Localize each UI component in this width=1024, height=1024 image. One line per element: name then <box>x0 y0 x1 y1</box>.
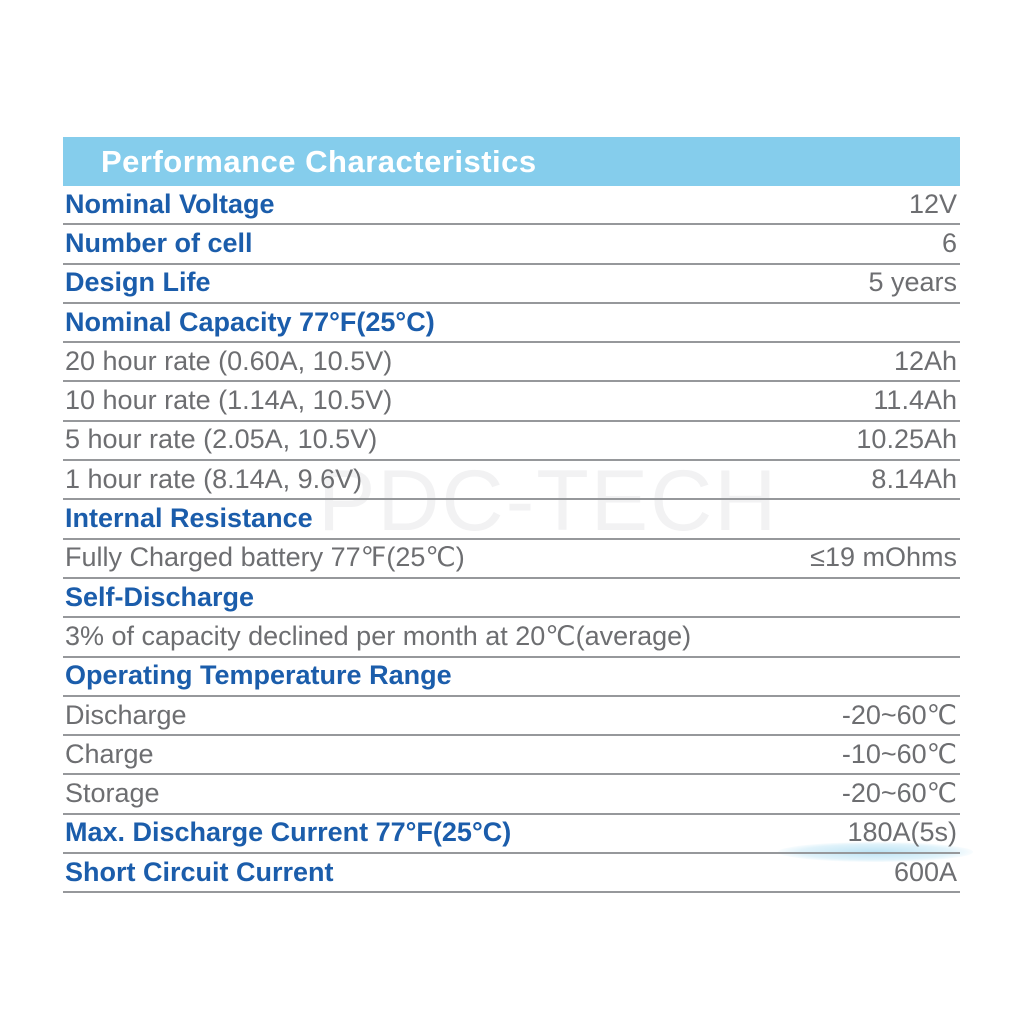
row-label: Number of cell <box>65 227 253 258</box>
table-row: Storage -20~60℃ <box>63 775 960 815</box>
row-label: Design Life <box>65 267 211 298</box>
table-row: Discharge -20~60℃ <box>63 697 960 737</box>
row-value: 10.25Ah <box>856 424 957 455</box>
row-value: ≤19 mOhms <box>810 542 957 573</box>
row-value: -20~60℃ <box>841 699 957 730</box>
row-label: Self-Discharge <box>65 581 255 612</box>
table-row: Operating Temperature Range <box>63 658 960 697</box>
row-value: 12Ah <box>893 345 957 376</box>
table-title: Performance Characteristics <box>63 137 960 186</box>
row-label: 1 hour rate (8.14A, 9.6V) <box>65 463 363 494</box>
row-label: 20 hour rate (0.60A, 10.5V) <box>65 345 393 376</box>
table-row: Nominal Voltage 12V <box>63 186 960 226</box>
performance-characteristics-table: Performance Characteristics Nominal Volt… <box>63 137 960 894</box>
row-label: Discharge <box>65 699 187 730</box>
watermark-text: PDC-TECH <box>318 453 779 549</box>
row-label: Internal Resistance <box>65 503 313 534</box>
row-label: Fully Charged battery 77℉(25℃) <box>65 542 465 573</box>
row-label: Max. Discharge Current 77°F(25°C) <box>65 817 512 848</box>
table-row: Design Life 5 years <box>63 265 960 304</box>
row-label: Storage <box>65 778 160 809</box>
row-label: Charge <box>65 738 154 769</box>
row-label: Nominal Voltage <box>65 188 275 219</box>
row-label: Short Circuit Current <box>65 856 334 887</box>
row-label: 10 hour rate (1.14A, 10.5V) <box>65 385 393 416</box>
table-row: Short Circuit Current 600A <box>63 854 960 894</box>
row-value: 8.14Ah <box>871 463 957 494</box>
table-row: Nominal Capacity 77°F(25°C) <box>63 304 960 344</box>
table-row: Number of cell 6 <box>63 225 960 265</box>
table-row: Fully Charged battery 77℉(25℃) ≤19 mOhms <box>63 540 960 579</box>
row-label: Operating Temperature Range <box>65 660 452 691</box>
row-value: 600A <box>893 856 957 887</box>
row-value: 12V <box>908 188 957 219</box>
table-row: 10 hour rate (1.14A, 10.5V) 11.4Ah <box>63 382 960 422</box>
table-row: Internal Resistance <box>63 500 960 540</box>
row-value: -10~60℃ <box>841 738 957 769</box>
row-label: 3% of capacity declined per month at 20℃… <box>65 620 692 651</box>
table-row: 5 hour rate (2.05A, 10.5V) 10.25Ah <box>63 422 960 462</box>
table-body: Nominal Voltage 12V Number of cell 6 Des… <box>63 186 960 894</box>
row-value: 180A(5s) <box>847 817 957 848</box>
row-label: 5 hour rate (2.05A, 10.5V) <box>65 424 378 455</box>
row-label: Nominal Capacity 77°F(25°C) <box>65 306 435 337</box>
row-value: -20~60℃ <box>841 778 957 809</box>
row-value: 5 years <box>868 267 957 298</box>
row-value: 11.4Ah <box>873 385 957 416</box>
table-row: 3% of capacity declined per month at 20℃… <box>63 618 960 658</box>
table-row: Self-Discharge <box>63 579 960 619</box>
table-row: Max. Discharge Current 77°F(25°C) 180A(5… <box>63 815 960 855</box>
table-row: 20 hour rate (0.60A, 10.5V) 12Ah <box>63 343 960 383</box>
table-row: Charge -10~60℃ <box>63 736 960 776</box>
watermark-smudge <box>778 842 973 862</box>
table-row: 1 hour rate (8.14A, 9.6V) 8.14Ah <box>63 461 960 501</box>
row-value: 6 <box>941 227 957 258</box>
